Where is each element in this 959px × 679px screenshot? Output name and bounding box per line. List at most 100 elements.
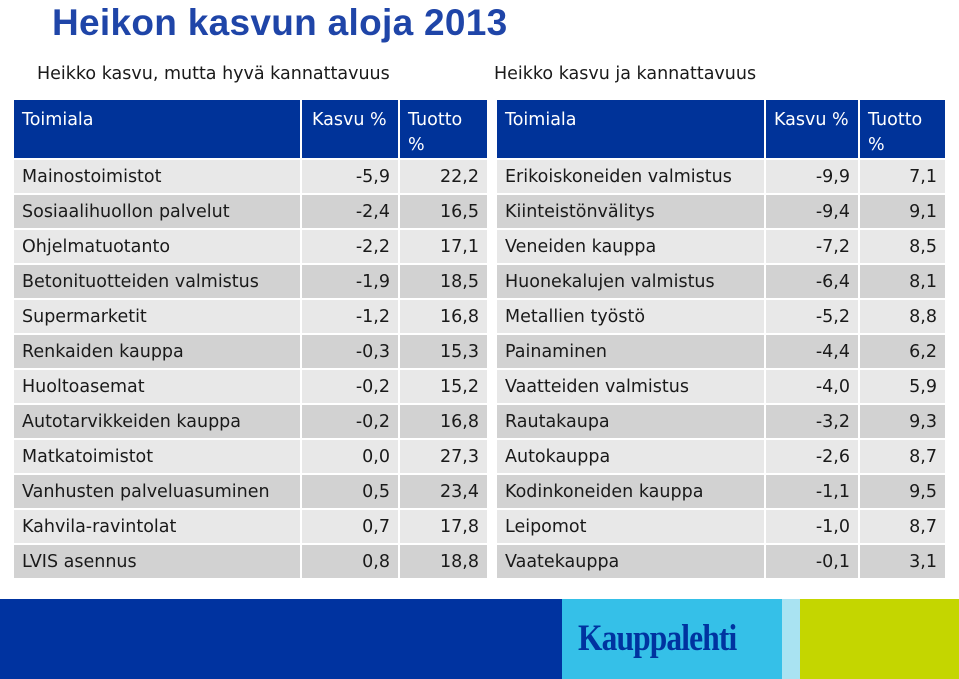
table-row: Vaatteiden valmistus -4,0 5,9 <box>497 370 945 403</box>
table-row: Huoltoasemat -0,2 15,2 <box>14 370 487 403</box>
col-header-toimiala: Toimiala <box>497 100 764 158</box>
table-row: Vanhusten palveluasuminen 0,5 23,4 <box>14 475 487 508</box>
cell-tuotto: 18,5 <box>400 265 487 298</box>
cell-toimiala: Kodinkoneiden kauppa <box>497 475 764 508</box>
left-table-subtitle: Heikko kasvu, mutta hyvä kannattavuus <box>37 64 390 84</box>
cell-toimiala: Huonekalujen valmistus <box>497 265 764 298</box>
col-header-kasvu: Kasvu % <box>766 100 858 158</box>
cell-toimiala: Huoltoasemat <box>14 370 300 403</box>
cell-toimiala: Vanhusten palveluasuminen <box>14 475 300 508</box>
cell-toimiala: Ohjelmatuotanto <box>14 230 300 263</box>
table-row: Rautakaupa -3,2 9,3 <box>497 405 945 438</box>
table-row: Veneiden kauppa -7,2 8,5 <box>497 230 945 263</box>
cell-kasvu: -4,0 <box>766 370 858 403</box>
cell-toimiala: Mainostoimistot <box>14 160 300 193</box>
cell-kasvu: -4,4 <box>766 335 858 368</box>
cell-kasvu: 0,5 <box>302 475 398 508</box>
cell-toimiala: Kiinteistönvälitys <box>497 195 764 228</box>
col-header-kasvu: Kasvu % <box>302 100 398 158</box>
footer-blue-band <box>0 599 562 679</box>
cell-tuotto: 5,9 <box>860 370 945 403</box>
table-row: Autokauppa -2,6 8,7 <box>497 440 945 473</box>
cell-toimiala: Renkaiden kauppa <box>14 335 300 368</box>
cell-toimiala: Veneiden kauppa <box>497 230 764 263</box>
cell-tuotto: 8,7 <box>860 440 945 473</box>
table-row: Painaminen -4,4 6,2 <box>497 335 945 368</box>
table-row: Autotarvikkeiden kauppa -0,2 16,8 <box>14 405 487 438</box>
cell-kasvu: -6,4 <box>766 265 858 298</box>
table-row: LVIS asennus 0,8 18,8 <box>14 545 487 578</box>
cell-tuotto: 17,1 <box>400 230 487 263</box>
table-row: Kodinkoneiden kauppa -1,1 9,5 <box>497 475 945 508</box>
cell-tuotto: 22,2 <box>400 160 487 193</box>
cell-tuotto: 8,1 <box>860 265 945 298</box>
cell-toimiala: Kahvila-ravintolat <box>14 510 300 543</box>
right-table-subtitle: Heikko kasvu ja kannattavuus <box>494 64 757 84</box>
right-industry-table: Toimiala Kasvu % Tuotto % Erikoiskoneide… <box>495 98 947 580</box>
page-title: Heikon kasvun aloja 2013 <box>52 2 508 43</box>
cell-kasvu: -2,4 <box>302 195 398 228</box>
cell-kasvu: -1,9 <box>302 265 398 298</box>
cell-toimiala: Supermarketit <box>14 300 300 333</box>
cell-tuotto: 3,1 <box>860 545 945 578</box>
cell-toimiala: Vaatekauppa <box>497 545 764 578</box>
cell-kasvu: -5,9 <box>302 160 398 193</box>
table-row: Vaatekauppa -0,1 3,1 <box>497 545 945 578</box>
cell-kasvu: -1,2 <box>302 300 398 333</box>
table-row: Kahvila-ravintolat 0,7 17,8 <box>14 510 487 543</box>
table-row: Sosiaalihuollon palvelut -2,4 16,5 <box>14 195 487 228</box>
table-row: Matkatoimistot 0,0 27,3 <box>14 440 487 473</box>
cell-toimiala: Autokauppa <box>497 440 764 473</box>
cell-kasvu: 0,7 <box>302 510 398 543</box>
cell-kasvu: -9,4 <box>766 195 858 228</box>
col-header-tuotto: Tuotto % <box>860 100 945 158</box>
cell-toimiala: Painaminen <box>497 335 764 368</box>
cell-toimiala: Metallien työstö <box>497 300 764 333</box>
cell-toimiala: Matkatoimistot <box>14 440 300 473</box>
cell-kasvu: -0,3 <box>302 335 398 368</box>
cell-tuotto: 17,8 <box>400 510 487 543</box>
cell-kasvu: -0,2 <box>302 405 398 438</box>
cell-tuotto: 23,4 <box>400 475 487 508</box>
cell-kasvu: -1,0 <box>766 510 858 543</box>
cell-tuotto: 8,5 <box>860 230 945 263</box>
cell-toimiala: Sosiaalihuollon palvelut <box>14 195 300 228</box>
table-row: Renkaiden kauppa -0,3 15,3 <box>14 335 487 368</box>
cell-kasvu: 0,8 <box>302 545 398 578</box>
cell-tuotto: 7,1 <box>860 160 945 193</box>
cell-toimiala: Rautakaupa <box>497 405 764 438</box>
cell-tuotto: 9,3 <box>860 405 945 438</box>
col-header-toimiala: Toimiala <box>14 100 300 158</box>
left-industry-table: Toimiala Kasvu % Tuotto % Mainostoimisto… <box>12 98 489 580</box>
cell-kasvu: -9,9 <box>766 160 858 193</box>
kauppalehti-logo: Kauppalehti <box>578 618 737 659</box>
table-row: Kiinteistönvälitys -9,4 9,1 <box>497 195 945 228</box>
table-row: Supermarketit -1,2 16,8 <box>14 300 487 333</box>
cell-toimiala: Leipomot <box>497 510 764 543</box>
cell-tuotto: 18,8 <box>400 545 487 578</box>
footer-light-blue-band <box>562 599 782 679</box>
cell-tuotto: 9,5 <box>860 475 945 508</box>
cell-kasvu: 0,0 <box>302 440 398 473</box>
cell-kasvu: -1,1 <box>766 475 858 508</box>
table-row: Ohjelmatuotanto -2,2 17,1 <box>14 230 487 263</box>
table-row: Metallien työstö -5,2 8,8 <box>497 300 945 333</box>
table-row: Huonekalujen valmistus -6,4 8,1 <box>497 265 945 298</box>
cell-toimiala: Erikoiskoneiden valmistus <box>497 160 764 193</box>
cell-kasvu: -0,2 <box>302 370 398 403</box>
cell-tuotto: 9,1 <box>860 195 945 228</box>
cell-toimiala: Autotarvikkeiden kauppa <box>14 405 300 438</box>
cell-kasvu: -2,6 <box>766 440 858 473</box>
table-row: Leipomot -1,0 8,7 <box>497 510 945 543</box>
cell-kasvu: -0,1 <box>766 545 858 578</box>
table-row: Betonituotteiden valmistus -1,9 18,5 <box>14 265 487 298</box>
cell-tuotto: 16,8 <box>400 300 487 333</box>
table-row: Mainostoimistot -5,9 22,2 <box>14 160 487 193</box>
col-header-tuotto: Tuotto % <box>400 100 487 158</box>
cell-toimiala: Vaatteiden valmistus <box>497 370 764 403</box>
cell-toimiala: Betonituotteiden valmistus <box>14 265 300 298</box>
cell-tuotto: 8,8 <box>860 300 945 333</box>
cell-tuotto: 27,3 <box>400 440 487 473</box>
cell-kasvu: -3,2 <box>766 405 858 438</box>
footer-banner: Kauppalehti <box>0 599 959 679</box>
